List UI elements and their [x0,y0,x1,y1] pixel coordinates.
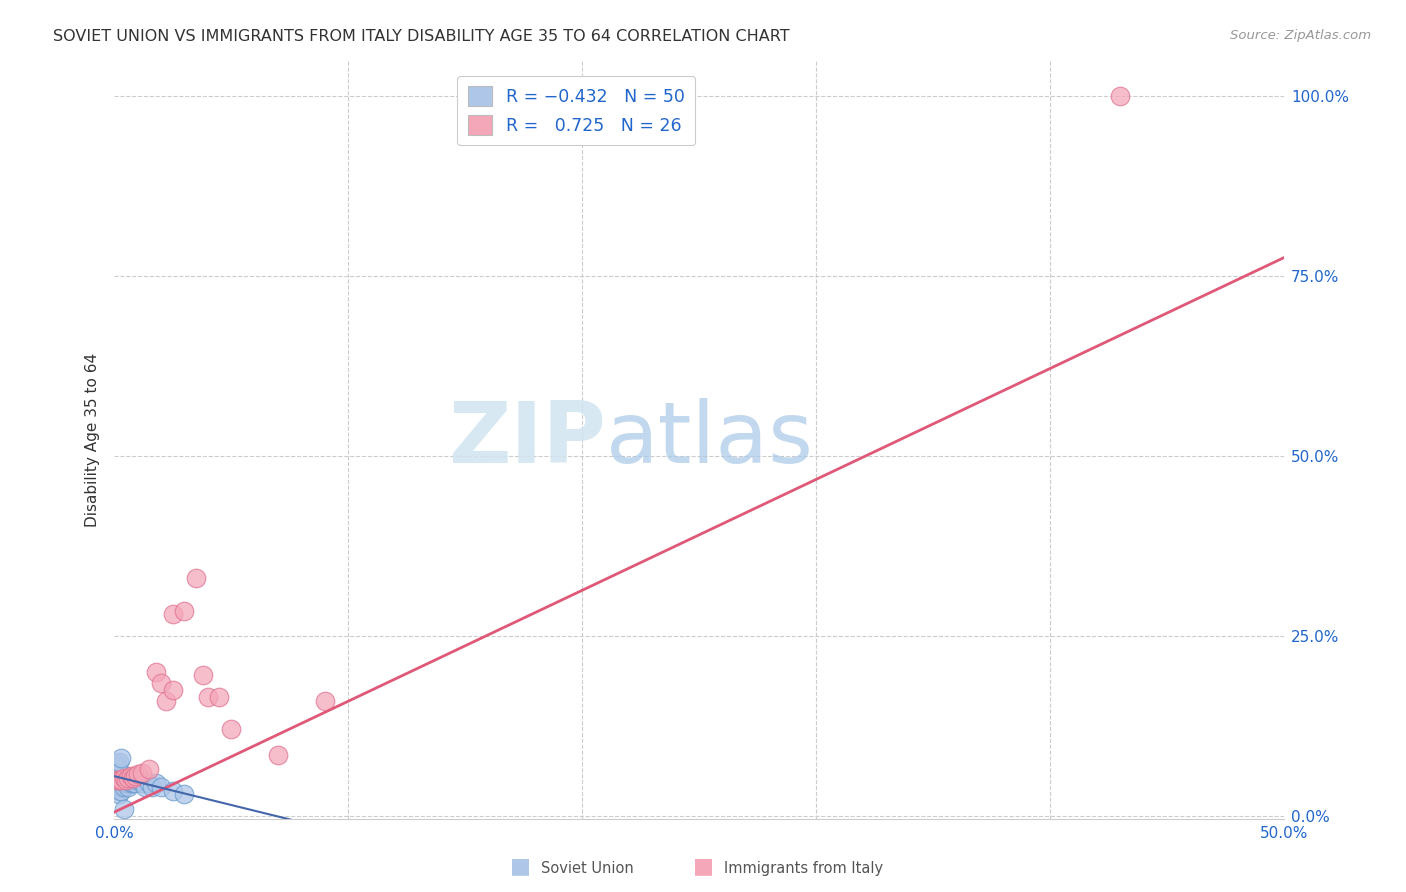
Point [112,772,135,786]
Point [162,783,184,797]
Y-axis label: Disability Age 35 to 64: Disability Age 35 to 64 [86,352,100,526]
Point [105,776,128,790]
Point [120,776,142,790]
Point [105,772,128,787]
Point [138,762,160,776]
Point [110,780,132,794]
Point [122,776,145,790]
Point [110,772,132,787]
Point [184,571,207,585]
Point [108,772,131,787]
Text: atlas: atlas [606,398,814,481]
Point [149,675,172,690]
Point [110,776,132,790]
Text: SOVIET UNION VS IMMIGRANTS FROM ITALY DISABILITY AGE 35 TO 64 CORRELATION CHART: SOVIET UNION VS IMMIGRANTS FROM ITALY DI… [53,29,790,45]
Point [108,780,131,794]
Text: Immigrants from Italy: Immigrants from Italy [724,861,883,876]
Point [112,769,135,783]
Point [105,756,128,771]
Point [124,769,146,783]
Point [149,780,172,794]
Point [141,780,163,794]
Point [131,765,153,780]
Point [105,769,128,783]
Point [110,769,132,783]
Point [105,762,128,776]
Point [117,780,139,794]
Point [173,787,195,801]
Point [122,772,145,787]
Point [105,772,128,787]
Point [108,765,131,780]
Point [314,693,336,707]
Point [120,772,142,787]
Text: ■: ■ [693,856,713,876]
Point [105,760,128,774]
Point [108,776,131,790]
Point [105,760,128,774]
Point [155,693,177,707]
Point [162,607,184,621]
Point [115,769,138,783]
Point [127,769,149,783]
Point [138,776,160,790]
Point [108,755,131,769]
Point [110,751,132,765]
Point [127,767,149,781]
Text: ZIP: ZIP [447,398,606,481]
Point [131,776,153,790]
Point [112,801,135,815]
Point [120,769,142,783]
Point [115,776,138,790]
Point [122,772,145,786]
Text: Soviet Union: Soviet Union [541,861,634,876]
Point [110,783,132,797]
Point [108,783,131,797]
Point [145,665,167,679]
Point [105,758,128,772]
Point [134,780,156,794]
Point [191,668,214,682]
Point [127,772,149,787]
Legend: R = −0.432   N = 50, R =   0.725   N = 26: R = −0.432 N = 50, R = 0.725 N = 26 [457,76,695,145]
Point [145,776,167,790]
Point [117,776,139,790]
Point [117,772,139,786]
Point [197,690,219,704]
Point [219,723,242,737]
Point [117,772,139,787]
Point [105,765,128,780]
Point [162,682,184,697]
Point [208,690,231,704]
Point [1109,88,1132,103]
Point [112,776,135,790]
Point [173,603,195,617]
Point [108,787,131,801]
Point [108,769,131,783]
Point [112,780,135,794]
Point [124,772,146,787]
Point [124,776,146,790]
Point [115,772,138,787]
Point [112,772,135,787]
Text: Source: ZipAtlas.com: Source: ZipAtlas.com [1230,29,1371,43]
Point [267,747,290,762]
Point [108,772,131,787]
Point [115,772,138,787]
Point [110,772,132,787]
Text: ■: ■ [510,856,530,876]
